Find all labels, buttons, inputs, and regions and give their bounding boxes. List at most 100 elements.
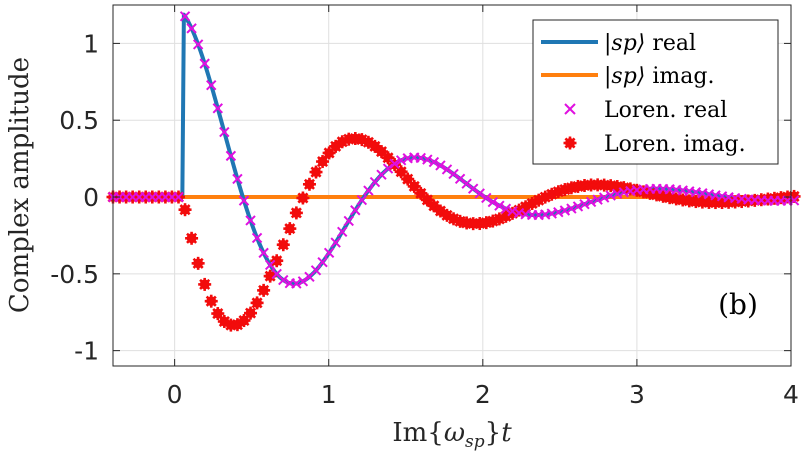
legend-swatch-loren-imag bbox=[563, 136, 577, 150]
loren-real-marker bbox=[330, 237, 341, 248]
x-axis-label-t: t bbox=[501, 418, 512, 448]
loren-real-marker bbox=[232, 173, 243, 185]
x-tick-labels: 0 1 2 3 4 bbox=[167, 380, 799, 409]
tick-marks bbox=[113, 5, 792, 366]
loren-real-marker bbox=[422, 154, 433, 165]
loren-real-marker bbox=[441, 164, 453, 175]
loren-real-marker bbox=[186, 23, 197, 34]
loren-real-marker bbox=[258, 247, 269, 259]
loren-real-marker bbox=[225, 150, 237, 162]
loren-imag-marker bbox=[296, 191, 310, 205]
loren-real-marker bbox=[467, 183, 479, 194]
loren-imag-marker bbox=[250, 296, 264, 310]
y-tick-label: 0 bbox=[83, 183, 99, 212]
loren-imag-marker bbox=[204, 294, 218, 308]
loren-real-marker bbox=[323, 247, 335, 259]
loren-real-marker bbox=[219, 126, 230, 138]
loren-real-marker bbox=[212, 103, 223, 114]
panel-label: (b) bbox=[718, 288, 758, 321]
loren-real-marker bbox=[363, 185, 374, 196]
loren-real-marker bbox=[500, 203, 512, 214]
y-tick-labels: 1 0.5 0 -0.5 -1 bbox=[50, 29, 99, 365]
loren-real-marker bbox=[199, 58, 210, 69]
y-tick-label: 1 bbox=[83, 29, 99, 58]
loren-real-marker bbox=[572, 201, 584, 212]
loren-real-marker bbox=[251, 232, 263, 244]
legend-sp-real-ket: |sp⟩ bbox=[604, 31, 645, 56]
loren-real-marker bbox=[192, 39, 204, 50]
legend-label-sp-real: |sp⟩ real bbox=[604, 31, 696, 56]
loren-real-marker bbox=[337, 226, 348, 238]
loren-real-marker bbox=[494, 200, 505, 211]
loren-imag-marker bbox=[302, 177, 316, 191]
loren-imag-marker bbox=[309, 165, 323, 179]
loren-real-marker bbox=[343, 215, 354, 227]
legend: |sp⟩ real |sp⟩ imag. Loren. real Loren. … bbox=[532, 19, 779, 165]
x-axis-label-im: Im{ bbox=[392, 418, 443, 448]
loren-real-marker bbox=[592, 194, 603, 205]
loren-imag-marker bbox=[571, 179, 585, 193]
x-axis-label-sub: sp bbox=[465, 432, 485, 452]
loren-real-marker bbox=[310, 265, 322, 276]
loren-real-marker bbox=[278, 274, 289, 286]
loren-real-marker bbox=[454, 173, 466, 184]
y-axis-label: Complex amplitude bbox=[5, 57, 35, 313]
loren-real-marker bbox=[448, 168, 459, 180]
loren-imag-marker bbox=[257, 283, 271, 297]
y-tick-label: -0.5 bbox=[50, 260, 99, 289]
loren-real-marker bbox=[461, 178, 472, 189]
loren-imag-marker bbox=[316, 155, 330, 169]
legend-label-loren-real: Loren. real bbox=[604, 98, 727, 123]
loren-real-marker bbox=[206, 79, 217, 91]
loren-real-marker bbox=[435, 160, 446, 171]
loren-imag-marker bbox=[270, 254, 284, 268]
loren-imag-marker bbox=[244, 306, 258, 320]
loren-real-marker bbox=[428, 156, 440, 168]
loren-real-marker bbox=[297, 276, 309, 287]
loren-real-marker bbox=[382, 163, 394, 174]
legend-sp-real-word: real bbox=[652, 31, 696, 56]
x-tick-label: 1 bbox=[321, 380, 337, 409]
loren-real-marker bbox=[566, 203, 577, 214]
loren-imag-marker bbox=[185, 231, 199, 245]
loren-real-marker bbox=[481, 192, 492, 204]
y-tick-label: 0.5 bbox=[59, 106, 99, 135]
loren-real-marker bbox=[350, 205, 361, 216]
x-tick-label: 0 bbox=[167, 380, 183, 409]
loren-imag-marker bbox=[178, 203, 192, 217]
legend-swatch-loren-real bbox=[564, 103, 576, 115]
legend-label-sp-imag: |sp⟩ imag. bbox=[604, 64, 714, 89]
legend-label-loren-imag: Loren. imag. bbox=[604, 132, 746, 157]
loren-imag-marker bbox=[211, 307, 225, 321]
axes-box bbox=[112, 4, 792, 367]
loren-imag-marker bbox=[198, 277, 212, 291]
loren-imag-marker bbox=[289, 206, 303, 220]
loren-imag-marker bbox=[191, 256, 205, 270]
x-axis-label-close: } bbox=[485, 418, 502, 448]
loren-real-marker bbox=[317, 256, 328, 268]
loren-imag-marker bbox=[283, 222, 297, 236]
x-tick-label: 4 bbox=[783, 380, 799, 409]
loren-real-marker bbox=[291, 278, 302, 289]
x-tick-label: 3 bbox=[629, 380, 645, 409]
x-axis-label-omega: ω bbox=[444, 418, 465, 448]
loren-real-marker bbox=[173, 191, 184, 203]
loren-real-marker bbox=[245, 215, 256, 226]
loren-real-marker bbox=[487, 196, 499, 208]
series-layer bbox=[106, 11, 801, 332]
loren-real-marker bbox=[585, 196, 597, 208]
loren-real-marker bbox=[395, 155, 407, 166]
loren-real-marker bbox=[579, 198, 590, 210]
loren-real-marker bbox=[238, 195, 250, 206]
y-tick-label: -1 bbox=[74, 337, 99, 366]
loren-imag-marker bbox=[276, 238, 290, 252]
x-tick-label: 2 bbox=[475, 380, 491, 409]
loren-real-marker bbox=[264, 259, 276, 271]
x-axis-label: Im{ωsp}t bbox=[392, 418, 512, 452]
loren-real-marker bbox=[474, 188, 485, 199]
loren-real-marker bbox=[389, 158, 400, 169]
legend-sp-imag-word: imag. bbox=[652, 64, 714, 89]
legend-sp-imag-ket: |sp⟩ bbox=[604, 64, 645, 89]
loren-real-marker bbox=[179, 11, 191, 22]
